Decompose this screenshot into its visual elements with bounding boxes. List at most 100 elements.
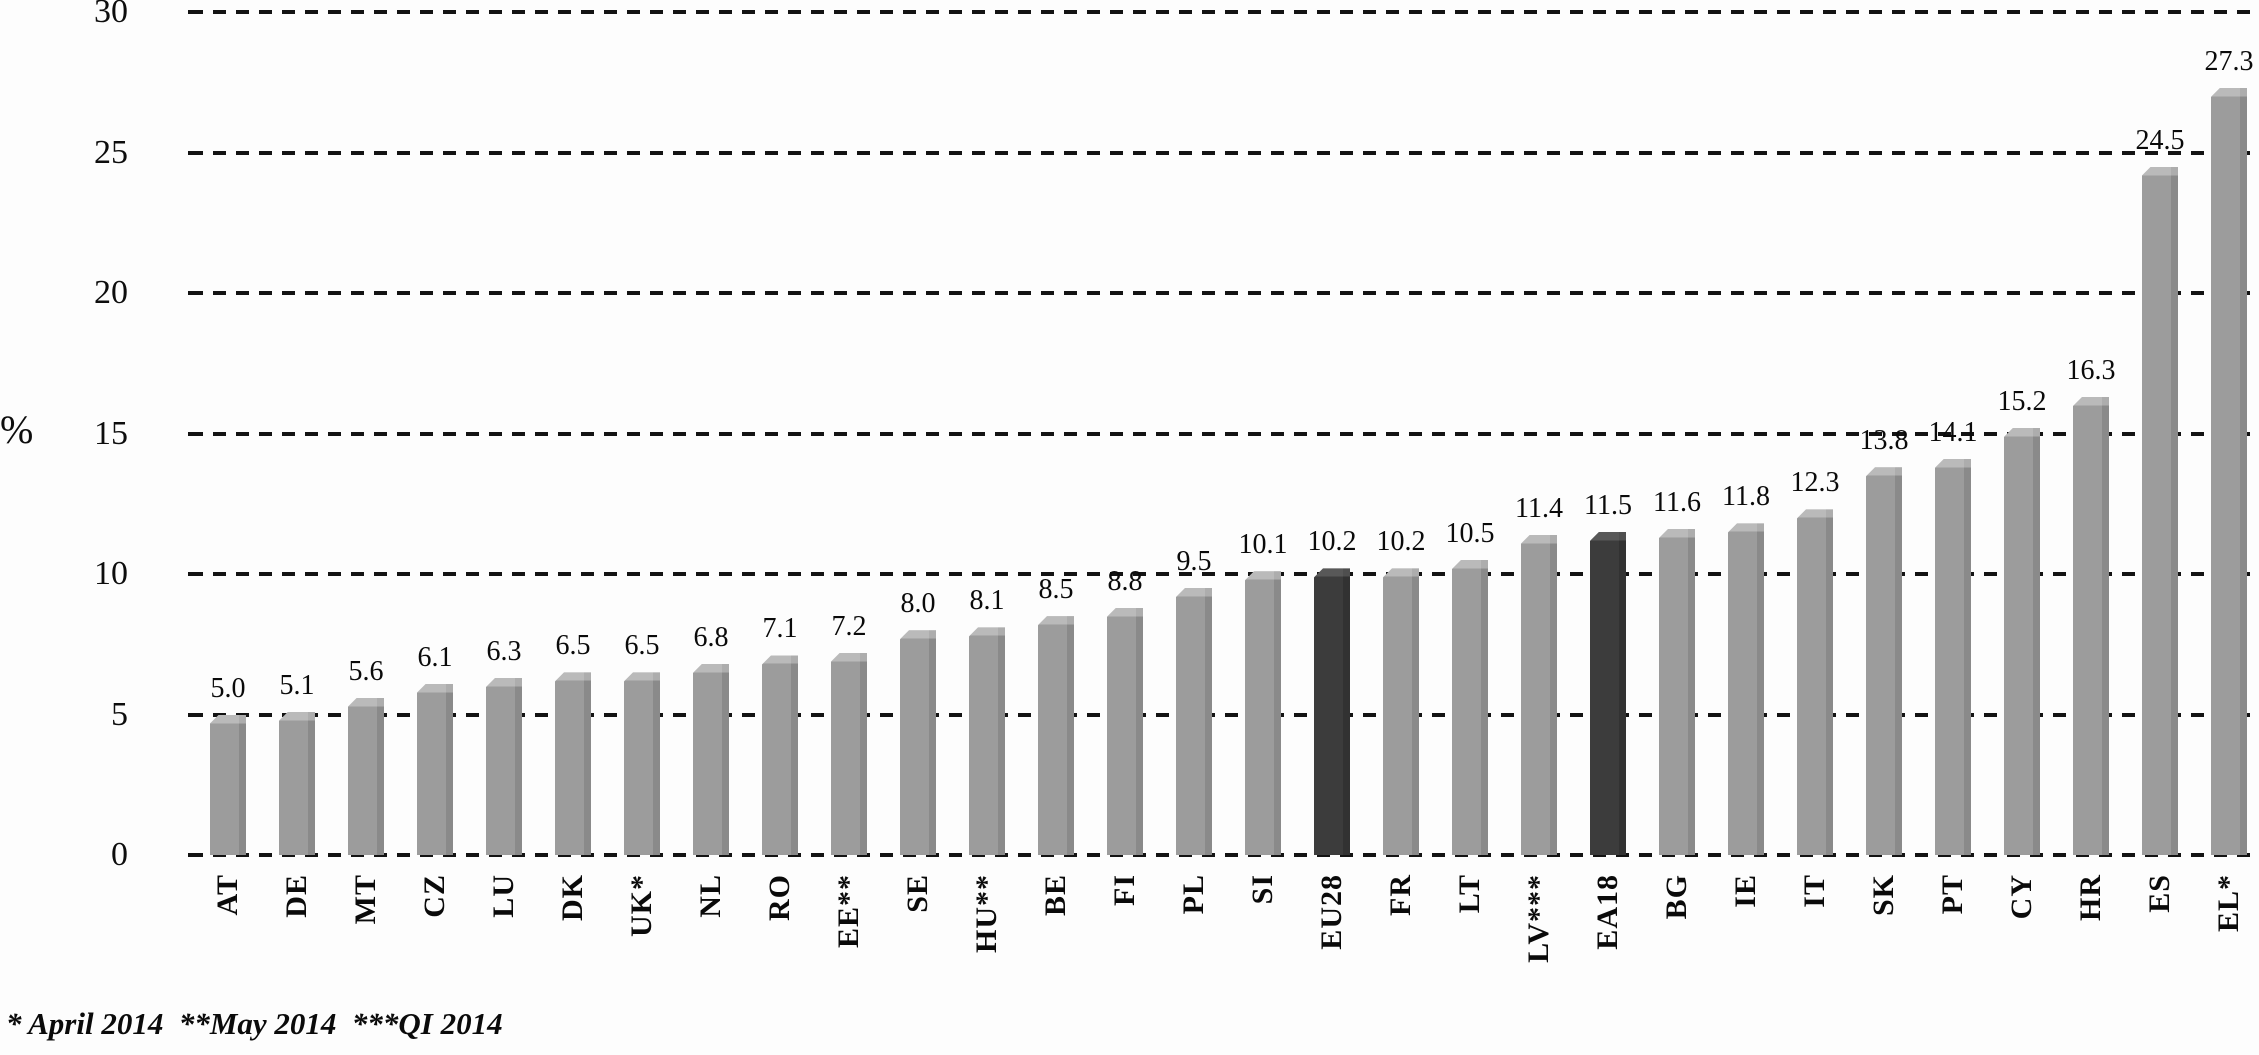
x-axis-label-EA18: EA18 (1591, 874, 1624, 950)
bar-value-label-BG: 11.6 (1653, 487, 1701, 519)
bar-DE (279, 711, 315, 855)
bar-SI (1245, 571, 1281, 855)
bar-EA18 (1590, 531, 1626, 855)
axis-tick-dots (188, 150, 204, 155)
x-axis-label-EE: EE** (832, 874, 865, 949)
bar-value-label-HR: 16.3 (2066, 354, 2116, 386)
gridline-5 (188, 712, 2259, 717)
axis-tick-dots (188, 291, 204, 295)
bar-value-label-AT: 5.0 (210, 672, 246, 704)
bar-value-label-CY: 15.2 (1997, 385, 2047, 417)
gridline-20 (188, 291, 2259, 295)
axis-tick-dots (188, 572, 204, 576)
bar-value-label-EA18: 11.5 (1584, 489, 1632, 521)
bar-FR (1383, 568, 1419, 855)
axis-tick-dots (188, 853, 204, 857)
bar-value-label-IE: 11.8 (1722, 481, 1770, 513)
y-tick-label-10: 10 (94, 555, 128, 592)
bar-AT (210, 714, 246, 855)
bar-BE (1038, 616, 1074, 855)
bar-DK (555, 672, 591, 855)
x-axis-label-FR: FR (1384, 874, 1417, 916)
bar-BG (1659, 529, 1695, 855)
x-axis-label-PT: PT (1936, 874, 1969, 915)
bar-EL (2211, 87, 2247, 855)
gridline-15 (188, 431, 2259, 436)
bar-value-label-EL: 27.3 (2204, 45, 2254, 77)
bar-value-label-PT: 14.1 (1928, 416, 1978, 448)
x-axis-label-BE: BE (1039, 874, 1072, 917)
bar-value-label-LU: 6.3 (486, 635, 522, 667)
bar-value-label-CZ: 6.1 (417, 641, 453, 673)
x-axis-label-SE: SE (901, 874, 934, 913)
y-axis-unit-label: % (0, 407, 34, 452)
bar-SE (900, 630, 936, 855)
y-tick-label-0: 0 (111, 836, 128, 873)
bar-UK (624, 672, 660, 855)
bar-value-label-DK: 6.5 (555, 630, 591, 662)
bar-HU (969, 627, 1005, 855)
bar-value-label-SK: 13.8 (1859, 425, 1909, 457)
x-axis-label-DE: DE (280, 874, 313, 918)
x-axis-label-ES: ES (2143, 874, 2176, 913)
bar-value-label-BE: 8.5 (1038, 574, 1074, 606)
bar-NL (693, 663, 729, 855)
bar-IE (1728, 523, 1764, 855)
y-tick-label-25: 25 (94, 133, 128, 171)
bar-RO (762, 655, 798, 855)
x-axis-label-HU: HU** (970, 874, 1003, 953)
x-axis-label-RO: RO (763, 874, 796, 921)
x-axis-label-LU: LU (487, 874, 520, 918)
x-axis-label-HR: HR (2074, 874, 2107, 921)
bar-ES (2142, 166, 2178, 855)
bar-value-label-DE: 5.1 (279, 669, 315, 701)
bar-value-label-HU: 8.1 (969, 585, 1005, 617)
y-tick-label-30: 30 (94, 0, 128, 30)
bar-value-label-SI: 10.1 (1238, 529, 1288, 561)
bar-value-label-EU28: 10.2 (1307, 526, 1357, 558)
bar-PT (1935, 458, 1971, 855)
axis-tick-dots (188, 712, 204, 717)
x-axis-label-PL: PL (1177, 874, 1210, 915)
bar-MT (348, 697, 384, 855)
bar-CZ (417, 683, 453, 855)
bar-LU (486, 677, 522, 855)
bar-value-label-LV: 11.4 (1515, 492, 1563, 524)
bar-EU28 (1314, 568, 1350, 855)
x-axis-label-SK: SK (1867, 874, 1900, 917)
x-axis-label-SI: SI (1246, 874, 1279, 905)
bar-HR (2073, 396, 2109, 855)
axis-tick-dots (188, 431, 204, 436)
x-axis-label-LV: LV*** (1522, 874, 1555, 963)
x-axis-label-EL: EL* (2212, 874, 2245, 933)
x-axis-label-MT: MT (349, 874, 382, 925)
bar-CY (2004, 427, 2040, 855)
bar-IT (1797, 509, 1833, 855)
bar-value-label-FR: 10.2 (1376, 526, 1426, 558)
gridline-0 (188, 853, 2259, 857)
x-axis-label-LT: LT (1453, 874, 1486, 914)
x-axis-label-CY: CY (2005, 874, 2038, 920)
bar-value-label-SE: 8.0 (900, 588, 936, 620)
gridline-10 (188, 572, 2259, 576)
x-axis-label-IE: IE (1729, 874, 1762, 908)
y-tick-label-20: 20 (94, 274, 128, 311)
x-axis-label-BG: BG (1660, 874, 1693, 920)
bar-LV (1521, 534, 1557, 855)
y-tick-label-5: 5 (111, 695, 128, 733)
bar-SK (1866, 467, 1902, 855)
y-tick-label-15: 15 (94, 414, 128, 452)
footnote: * April 2014 **May 2014 ***QI 2014 (6, 1006, 503, 1041)
bar-FI (1107, 607, 1143, 855)
x-axis-label-DK: DK (556, 874, 589, 921)
bar-value-label-PL: 9.5 (1176, 546, 1212, 578)
gridline-25 (188, 150, 2259, 155)
x-axis-label-CZ: CZ (418, 874, 451, 918)
bar-value-label-LT: 10.5 (1445, 517, 1495, 549)
axis-tick-dots (188, 10, 204, 14)
bar-PL (1176, 588, 1212, 855)
bar-value-label-FI: 8.8 (1107, 565, 1143, 597)
x-axis-label-FI: FI (1108, 874, 1141, 906)
bar-EE (831, 652, 867, 855)
